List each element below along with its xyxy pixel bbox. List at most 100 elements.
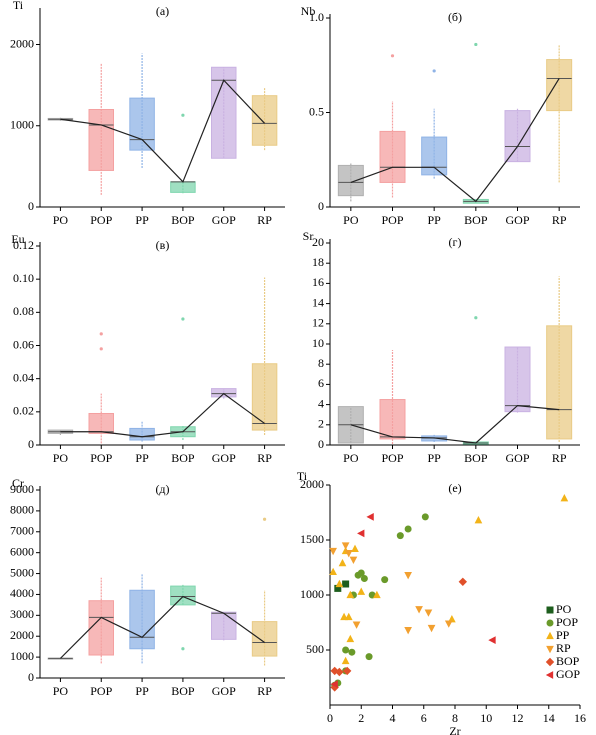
legend-label: GOP xyxy=(556,667,580,681)
y-axis-label: Cr xyxy=(12,476,24,490)
x-tick-label: 12 xyxy=(512,711,524,725)
point xyxy=(346,590,355,599)
box xyxy=(546,325,573,440)
x-tick-label: PP xyxy=(135,684,149,698)
point xyxy=(357,587,366,595)
x-tick-label: BOP xyxy=(171,684,195,698)
y-tick-label: 12 xyxy=(312,316,324,330)
point xyxy=(349,556,358,564)
outlier xyxy=(390,54,395,58)
x-tick-label: POP xyxy=(90,684,112,698)
point xyxy=(357,569,365,577)
point xyxy=(560,494,569,502)
box xyxy=(88,109,114,171)
point xyxy=(396,532,404,540)
x-tick-label: GOP xyxy=(212,213,236,227)
point xyxy=(329,547,337,556)
box xyxy=(251,621,278,657)
point xyxy=(444,620,453,628)
box xyxy=(504,346,531,413)
point xyxy=(346,634,355,643)
x-tick-label: RP xyxy=(552,451,567,465)
box xyxy=(379,399,406,440)
legend-marker xyxy=(546,619,554,627)
x-tick-label: BOP xyxy=(171,451,195,465)
outlier xyxy=(262,517,267,521)
point xyxy=(330,683,339,692)
y-tick-label: 18 xyxy=(312,255,324,269)
x-tick-label: POP xyxy=(381,451,403,465)
x-tick-label: PP xyxy=(427,213,441,227)
y-tick-label: 0.10 xyxy=(13,271,34,285)
median-line xyxy=(60,79,266,183)
y-tick-label: 1000 xyxy=(300,587,324,601)
x-tick-label: RP xyxy=(257,684,272,698)
legend-marker xyxy=(546,631,554,640)
outlier xyxy=(181,317,185,321)
legend-label: PP xyxy=(556,628,570,642)
x-tick-label: RP xyxy=(257,213,272,227)
point xyxy=(334,584,342,592)
x-tick-label: POP xyxy=(381,213,403,227)
y-tick-label: 0.08 xyxy=(13,304,34,318)
box xyxy=(129,589,155,650)
x-tick-label: RP xyxy=(552,213,567,227)
y-tick-label: 10 xyxy=(312,336,324,350)
y-tick-label: 500 xyxy=(306,642,324,656)
y-tick-label: 4 xyxy=(318,396,324,410)
panel-title: (е) xyxy=(448,481,461,495)
point xyxy=(415,606,423,614)
legend-label: PO xyxy=(556,602,572,616)
median-line xyxy=(59,595,265,659)
box xyxy=(251,363,278,431)
x-tick-label: PP xyxy=(135,451,149,465)
panel-title: (г) xyxy=(449,235,462,249)
point xyxy=(360,575,368,582)
x-tick-label: 8 xyxy=(452,711,458,725)
x-tick-label: 4 xyxy=(390,711,396,725)
panel-title: (а) xyxy=(156,4,169,18)
box xyxy=(170,585,196,606)
x-axis-label: Zr xyxy=(449,724,460,735)
point xyxy=(352,621,361,629)
y-tick-label: 16 xyxy=(312,275,324,289)
y-axis-label: Ti xyxy=(297,469,308,483)
x-tick-label: GOP xyxy=(212,684,236,698)
y-tick-label: 3000 xyxy=(10,607,34,621)
x-tick-label: BOP xyxy=(464,213,488,227)
outlier xyxy=(474,42,478,47)
box xyxy=(88,412,114,434)
y-tick-label: 1.0 xyxy=(309,10,324,24)
x-tick-label: PP xyxy=(135,213,149,227)
y-tick-label: 6 xyxy=(318,376,324,390)
legend-marker xyxy=(545,671,554,679)
median-line xyxy=(350,404,560,444)
point xyxy=(342,646,350,654)
point xyxy=(342,580,350,588)
point xyxy=(474,516,483,524)
box xyxy=(337,164,364,197)
y-axis-label: Ti xyxy=(13,0,24,12)
y-tick-label: 5000 xyxy=(10,565,34,579)
y-tick-label: 1000 xyxy=(10,118,34,132)
y-tick-label: 9000 xyxy=(10,482,34,496)
panel-title: (в) xyxy=(156,238,170,252)
x-tick-label: PO xyxy=(343,451,359,465)
x-tick-label: BOP xyxy=(464,451,488,465)
x-tick-label: POP xyxy=(90,451,112,465)
y-tick-label: 6000 xyxy=(10,544,34,558)
panel-title: (д) xyxy=(155,482,169,496)
box xyxy=(211,388,237,398)
point xyxy=(344,550,353,558)
point xyxy=(424,609,433,617)
box xyxy=(211,66,237,159)
y-tick-label: 8000 xyxy=(10,503,34,517)
point xyxy=(341,542,350,550)
box xyxy=(170,181,196,193)
outlier xyxy=(432,69,436,73)
point xyxy=(329,567,337,576)
box xyxy=(88,600,114,656)
y-tick-label: 2000 xyxy=(300,477,324,491)
y-axis-label: Nb xyxy=(301,4,316,18)
